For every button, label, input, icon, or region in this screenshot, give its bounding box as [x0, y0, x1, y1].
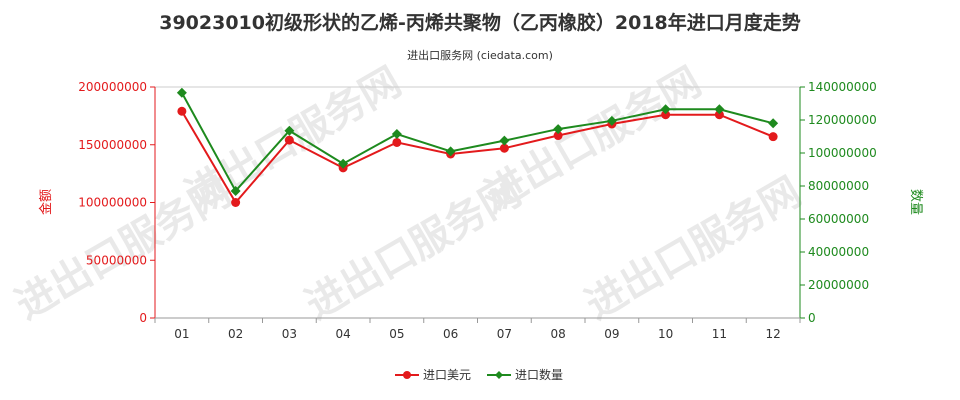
qty-point[interactable]	[445, 146, 456, 157]
x-tick-label: 03	[282, 327, 297, 341]
right-tick-label: 60000000	[808, 212, 869, 226]
left-axis-title: 金额	[38, 189, 54, 215]
qty-point[interactable]	[714, 104, 725, 115]
qty-point[interactable]	[391, 129, 402, 140]
right-axis-title: 数量	[908, 189, 923, 215]
qty-point[interactable]	[606, 115, 617, 126]
usd-point[interactable]	[768, 132, 778, 142]
usd-point[interactable]	[231, 198, 241, 207]
left-tick-label: 0	[139, 311, 147, 325]
usd-point[interactable]	[661, 110, 671, 120]
left-tick-label: 50000000	[86, 253, 147, 267]
qty-point[interactable]	[338, 158, 349, 169]
x-tick-label: 02	[228, 327, 243, 341]
left-tick-label: 100000000	[78, 196, 147, 210]
qty-point[interactable]	[660, 104, 671, 115]
qty-point[interactable]	[230, 185, 241, 196]
qty-point[interactable]	[768, 118, 779, 129]
x-tick-label: 07	[497, 327, 512, 341]
legend-item-2[interactable]: 进口数量	[487, 367, 563, 382]
right-tick-label: 140000000	[808, 80, 877, 94]
right-tick-label: 20000000	[808, 278, 869, 292]
x-tick-label: 10	[658, 327, 673, 341]
x-tick-label: 12	[765, 327, 780, 341]
legend-label: 进口数量	[515, 367, 563, 382]
x-tick-label: 01	[174, 327, 189, 341]
qty-point[interactable]	[284, 125, 295, 136]
usd-point[interactable]	[284, 135, 294, 145]
legend-item-1[interactable]: 进口美元	[395, 368, 471, 382]
chart-title: 39023010初级形状的乙烯-丙烯共聚物（乙丙橡胶）2018年进口月度走势	[159, 12, 801, 34]
right-axis-ticks: 0 20000000 40000000 60000000 80000000 1000000…	[800, 80, 877, 325]
watermark-text: 进出口服务网	[578, 169, 809, 329]
qty-point[interactable]	[176, 87, 187, 98]
legend-marker	[403, 371, 411, 379]
series-line-1	[181, 110, 774, 205]
legend-marker	[495, 371, 503, 379]
x-tick-label: 11	[712, 327, 727, 341]
legend-label: 进口美元	[423, 368, 471, 382]
x-tick-label: 09	[604, 327, 619, 341]
usd-point[interactable]	[392, 137, 402, 147]
series-line-2	[180, 92, 774, 193]
usd-point[interactable]	[714, 110, 724, 120]
x-tick-label: 04	[335, 327, 350, 341]
right-tick-label: 0	[808, 311, 816, 325]
left-axis-ticks: 0 50000000 100000000 150000000 200000000	[78, 80, 155, 325]
series-layer	[176, 87, 779, 207]
usd-point[interactable]	[177, 106, 187, 116]
chart-subtitle: 进出口服务网 (ciedata.com)	[407, 49, 553, 62]
right-tick-label: 40000000	[808, 245, 869, 259]
qty-point[interactable]	[499, 135, 510, 146]
right-tick-label: 120000000	[808, 113, 877, 127]
qty-point[interactable]	[553, 124, 564, 135]
x-tick-label: 05	[389, 327, 404, 341]
left-tick-label: 150000000	[78, 138, 147, 152]
left-tick-label: 200000000	[78, 80, 147, 94]
usd-point[interactable]	[499, 143, 509, 153]
usd-point[interactable]	[553, 131, 563, 141]
x-tick-label: 08	[550, 327, 565, 341]
x-tick-label: 06	[443, 327, 458, 341]
legend[interactable]: 进口美元 进口数量	[395, 367, 563, 382]
right-tick-label: 100000000	[808, 146, 877, 160]
x-axis-ticks: 01 02 03 04 05 06 07 08 09 10 11 12	[154, 318, 801, 341]
right-tick-label: 80000000	[808, 179, 869, 193]
